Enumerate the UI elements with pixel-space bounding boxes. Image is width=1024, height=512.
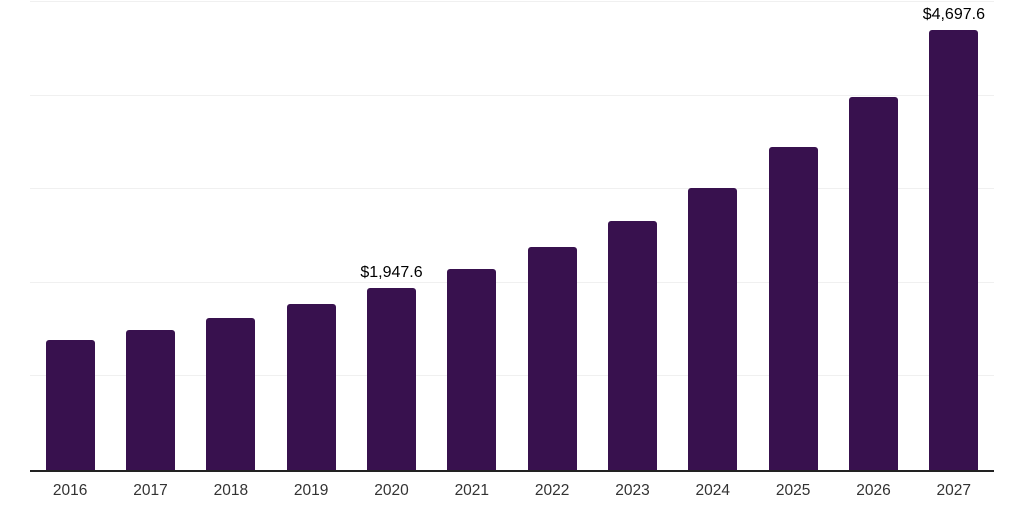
- x-axis-tick-labels: 2016 2017 2018 2019 2020 2021 2022 2023 2024 2025…: [30, 482, 994, 500]
- x-tick-label-2025: 2025: [775, 482, 811, 499]
- bar-2017: [126, 329, 175, 470]
- bar-2027: [929, 30, 979, 470]
- bar-2018: [206, 317, 256, 470]
- x-tick-label-2024: 2024: [695, 482, 731, 499]
- gridline-4000: [30, 94, 994, 96]
- bar-2019: [286, 303, 336, 470]
- x-tick-label-2016: 2016: [52, 482, 88, 499]
- bar-2025: [768, 147, 818, 470]
- gridline-3000: [30, 188, 994, 190]
- x-axis-line: [30, 470, 994, 472]
- x-tick-label-2023: 2023: [615, 482, 650, 499]
- bar-2023: [608, 221, 657, 470]
- x-tick-label-2021: 2021: [454, 482, 490, 499]
- gridline-1000: [30, 375, 994, 377]
- data-label-2027: $4,697.6: [922, 6, 985, 24]
- bar-2020: [367, 287, 416, 470]
- x-tick-label-2020: 2020: [374, 482, 409, 499]
- gridline-5000: [30, 1, 994, 2]
- plot-area: $1,947.6 $4,697.6: [30, 1, 994, 472]
- bar-2026: [849, 96, 898, 470]
- x-tick-label-2022: 2022: [534, 482, 570, 499]
- bar-2024: [688, 187, 738, 470]
- data-label-2020: $1,947.6: [360, 263, 423, 281]
- x-tick-label-2019: 2019: [293, 482, 329, 499]
- bar-2021: [447, 268, 497, 470]
- x-tick-label-2018: 2018: [213, 482, 249, 499]
- x-tick-label-2026: 2026: [856, 482, 891, 499]
- gridline-2000: [30, 281, 994, 283]
- bar-2016: [45, 340, 95, 470]
- bar-2022: [527, 247, 577, 470]
- x-tick-label-2017: 2017: [133, 482, 168, 499]
- x-tick-label-2027: 2027: [936, 482, 972, 499]
